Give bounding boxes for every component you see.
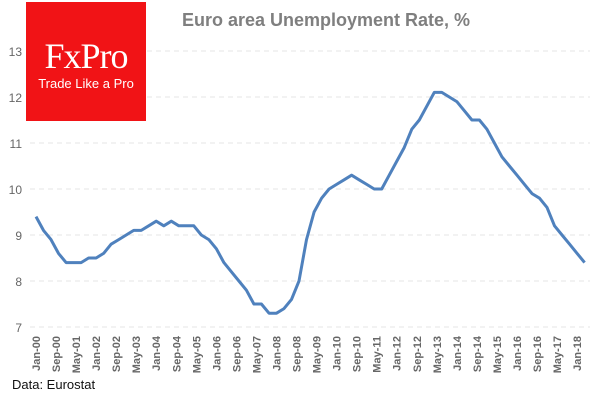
x-tick-label: Jan-10 [332, 336, 344, 371]
y-tick-label: 12 [9, 91, 23, 105]
fxpro-logo: FxPro Trade Like a Pro [26, 2, 146, 121]
x-tick-label: May-05 [191, 336, 203, 373]
x-tick-label: Jan-14 [452, 335, 464, 371]
logo-tagline: Trade Like a Pro [38, 76, 134, 91]
x-tick-label: Jan-16 [512, 336, 524, 371]
chart-title: Euro area Unemployment Rate, % [182, 10, 470, 30]
x-tick-label: May-07 [251, 336, 263, 373]
x-tick-label: Jan-18 [572, 336, 584, 371]
x-tick-label: Sep-02 [111, 336, 123, 372]
x-tick-label: Sep-16 [532, 336, 544, 372]
x-tick-label: May-03 [131, 336, 143, 373]
y-tick-label: 10 [9, 183, 23, 197]
y-tick-label: 9 [15, 229, 22, 243]
y-tick-label: 13 [9, 45, 23, 59]
y-tick-label: 7 [15, 321, 22, 335]
data-source: Data: Eurostat [12, 377, 96, 392]
x-tick-label: Sep-04 [171, 335, 183, 372]
x-tick-label: Sep-00 [51, 336, 63, 372]
x-tick-label: Jan-02 [91, 336, 103, 371]
x-tick-label: Jan-12 [392, 336, 404, 371]
x-tick-label: Sep-14 [472, 335, 484, 372]
x-tick-label: Sep-06 [231, 336, 243, 372]
x-tick-label: May-15 [492, 336, 504, 373]
x-tick-label: Sep-08 [292, 336, 304, 372]
y-tick-label: 11 [10, 137, 23, 151]
x-tick-label: Sep-10 [352, 336, 364, 372]
y-tick-label: 8 [15, 275, 22, 289]
x-tick-label: Jan-08 [271, 336, 283, 371]
x-tick-label: May-09 [312, 336, 324, 373]
series-line [34, 90, 586, 315]
x-tick-label: May-17 [552, 336, 564, 373]
x-tick-label: May-13 [432, 336, 444, 373]
x-tick-label: Sep-12 [412, 336, 424, 372]
x-tick-label: May-01 [71, 336, 83, 373]
x-tick-label: Jan-04 [151, 335, 163, 371]
x-tick-label: Jan-00 [31, 336, 43, 371]
x-tick-label: Jan-06 [211, 336, 223, 371]
logo-brand: FxPro [44, 36, 128, 76]
x-tick-label: May-11 [372, 336, 384, 373]
